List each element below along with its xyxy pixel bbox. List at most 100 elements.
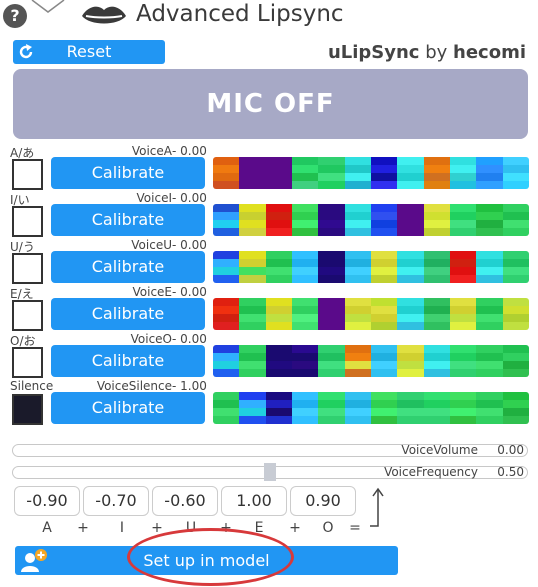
- spectrum-column: [213, 251, 240, 283]
- phoneme-label: A/あ: [10, 146, 35, 160]
- spectrum-cell: [449, 228, 477, 236]
- weight-input[interactable]: -0.60: [152, 486, 218, 516]
- spectrum-cell: [318, 173, 345, 181]
- spectrum-cell: [370, 392, 398, 400]
- spectrum-cell: [370, 157, 398, 165]
- phoneme-color-box[interactable]: [12, 300, 43, 331]
- calibrate-button[interactable]: Calibrate: [51, 298, 205, 330]
- spectrum-cell: [476, 298, 503, 306]
- spectrum-cell: [502, 275, 529, 283]
- spectrum-cell: [291, 251, 319, 259]
- spectrum-cell: [423, 369, 450, 377]
- voice-volume-bar: [12, 444, 528, 457]
- spectrum-cell: [397, 259, 424, 267]
- phoneme-color-box[interactable]: [12, 394, 43, 425]
- spectrum-cell: [423, 212, 450, 220]
- spectrum-cell: [291, 322, 319, 330]
- spectrum-cell: [502, 345, 529, 353]
- voice-value-label: - 0.00: [172, 144, 207, 158]
- spectrum-column: [449, 345, 477, 377]
- calibrate-button[interactable]: Calibrate: [51, 345, 205, 377]
- spectrum-cell: [476, 251, 503, 259]
- spectrum-column: [476, 251, 503, 283]
- phoneme-color-box[interactable]: [12, 159, 43, 190]
- spectrum-column: [318, 298, 345, 330]
- phoneme-color-box[interactable]: [12, 253, 43, 284]
- spectrum-cell: [265, 369, 292, 377]
- spectrum-column: [291, 251, 319, 283]
- phoneme-color-box[interactable]: [12, 347, 43, 378]
- spectrum-cell: [239, 165, 266, 173]
- spectrum-column: [370, 251, 398, 283]
- spectrum-column: [397, 157, 424, 189]
- calibrate-button[interactable]: Calibrate: [51, 157, 205, 189]
- spectrum-cell: [423, 345, 450, 353]
- mfcc-spectrum: [213, 251, 529, 283]
- spectrum-cell: [344, 353, 371, 361]
- reset-button[interactable]: Reset: [13, 40, 165, 64]
- weight-input[interactable]: -0.70: [83, 486, 149, 516]
- spectrum-cell: [239, 212, 266, 220]
- spectrum-cell: [476, 353, 503, 361]
- spectrum-cell: [265, 212, 292, 220]
- formula-token: +: [151, 520, 163, 536]
- spectrum-cell: [318, 204, 345, 212]
- spectrum-cell: [397, 212, 424, 220]
- weight-input[interactable]: 1.00: [221, 486, 287, 516]
- spectrum-cell: [370, 306, 398, 314]
- spectrum-cell: [449, 251, 477, 259]
- spectrum-cell: [502, 181, 529, 189]
- spectrum-cell: [318, 251, 345, 259]
- spectrum-cell: [449, 306, 477, 314]
- dropdown-arrow-icon[interactable]: [30, 0, 66, 14]
- spectrum-column: [423, 345, 450, 377]
- spectrum-cell: [476, 173, 503, 181]
- spectrum-column: [344, 298, 371, 330]
- spectrum-column: [239, 157, 266, 189]
- help-icon[interactable]: ?: [3, 4, 27, 28]
- spectrum-cell: [318, 314, 345, 322]
- spectrum-column: [476, 298, 503, 330]
- spectrum-cell: [318, 353, 345, 361]
- spectrum-cell: [423, 392, 450, 400]
- weight-input[interactable]: -0.90: [14, 486, 80, 516]
- spectrum-cell: [265, 298, 292, 306]
- voice-value: 0.00: [180, 285, 207, 299]
- spectrum-cell: [291, 408, 319, 416]
- spectrum-cell: [370, 228, 398, 236]
- phoneme-label: E/え: [10, 287, 34, 301]
- spectrum-cell: [239, 322, 266, 330]
- spectrum-cell: [291, 306, 319, 314]
- spectrum-cell: [213, 400, 240, 408]
- spectrum-cell: [265, 416, 292, 424]
- phoneme-color-box[interactable]: [12, 206, 43, 237]
- spectrum-cell: [397, 228, 424, 236]
- spectrum-cell: [318, 392, 345, 400]
- spectrum-cell: [502, 392, 529, 400]
- calibrate-button[interactable]: Calibrate: [51, 251, 205, 283]
- spectrum-cell: [502, 220, 529, 228]
- spectrum-cell: [291, 298, 319, 306]
- spectrum-cell: [423, 181, 450, 189]
- spectrum-cell: [423, 220, 450, 228]
- spectrum-cell: [476, 416, 503, 424]
- spectrum-column: [502, 204, 529, 236]
- calibrate-button[interactable]: Calibrate: [51, 392, 205, 424]
- spectrum-cell: [397, 314, 424, 322]
- spectrum-cell: [502, 251, 529, 259]
- spectrum-cell: [423, 416, 450, 424]
- weight-input[interactable]: 0.90: [290, 486, 356, 516]
- spectrum-cell: [239, 353, 266, 361]
- formula-token: =: [349, 520, 361, 536]
- spectrum-cell: [213, 259, 240, 267]
- spectrum-cell: [370, 204, 398, 212]
- brand-author: hecomi: [453, 42, 526, 63]
- spectrum-column: [239, 251, 266, 283]
- mic-toggle-button[interactable]: MIC OFF: [13, 69, 528, 139]
- spectrum-cell: [476, 181, 503, 189]
- voice-value: 0.00: [180, 144, 207, 158]
- spectrum-cell: [318, 298, 345, 306]
- spectrum-column: [239, 345, 266, 377]
- spectrum-cell: [370, 173, 398, 181]
- calibrate-button[interactable]: Calibrate: [51, 204, 205, 236]
